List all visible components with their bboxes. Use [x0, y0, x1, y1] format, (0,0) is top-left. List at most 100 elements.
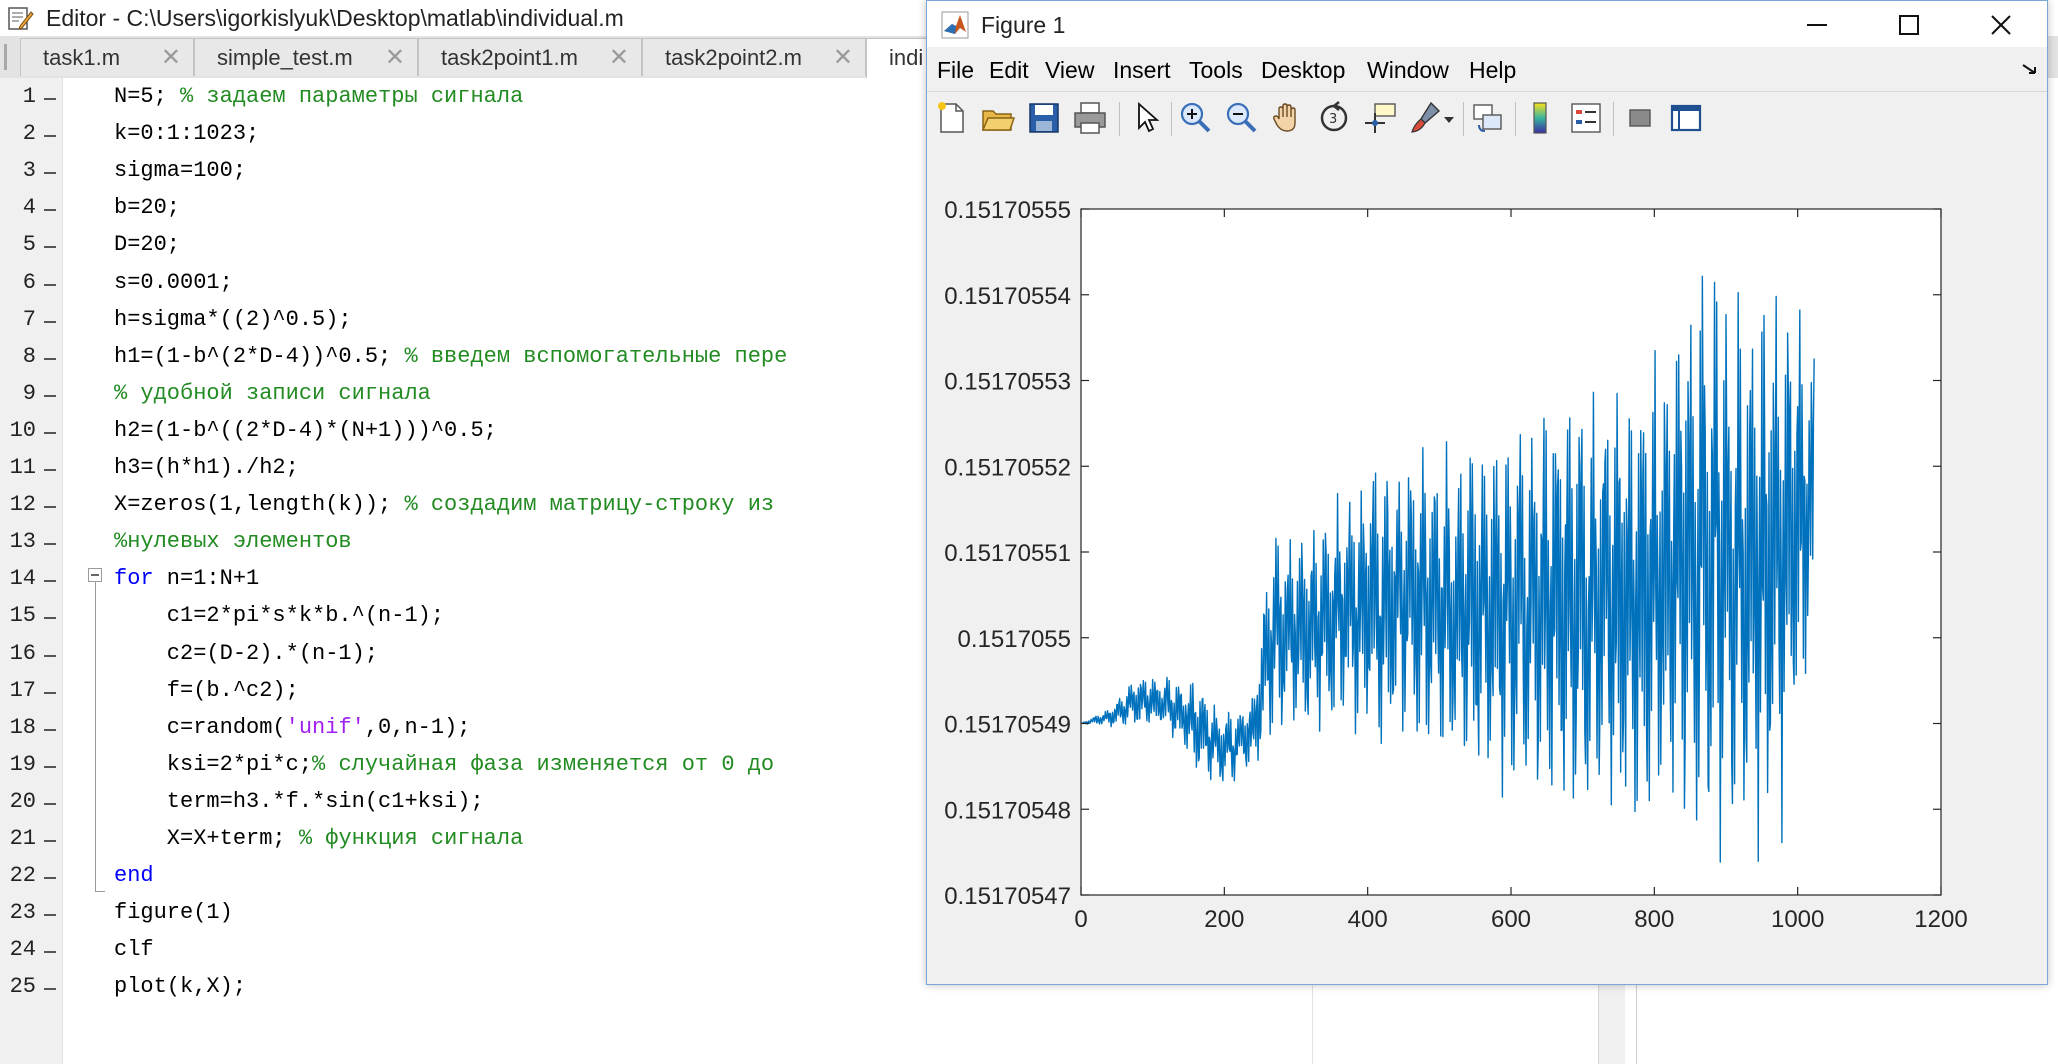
breakpoint-marker[interactable]	[44, 283, 56, 286]
zoom-out-icon[interactable]	[1223, 99, 1261, 137]
code-line[interactable]: b=20;	[114, 193, 180, 223]
breakpoint-marker[interactable]	[44, 728, 56, 731]
editor-title: Editor - C:\Users\igorkislyuk\Desktop\ma…	[46, 5, 624, 31]
code-line[interactable]: h3=(h*h1)./h2;	[114, 453, 299, 483]
code-line[interactable]: D=20;	[114, 230, 180, 260]
breakpoint-marker[interactable]	[44, 988, 56, 991]
code-line[interactable]: c2=(D-2).*(n-1);	[114, 639, 378, 669]
tab-task1[interactable]: task1.m ✕	[20, 38, 194, 76]
tab-label: task1.m	[43, 45, 121, 70]
menu-file[interactable]: File	[937, 57, 975, 83]
series-line[interactable]	[1080, 275, 1815, 863]
close-button[interactable]	[1955, 1, 2047, 47]
code-line[interactable]: s=0.0001;	[114, 268, 233, 298]
hide-plot-tools-icon[interactable]	[1621, 99, 1659, 137]
code-line[interactable]: h2=(1-b^((2*D-4)*(N+1)))^0.5;	[114, 416, 497, 446]
breakpoint-marker[interactable]	[44, 357, 56, 360]
code-line[interactable]: k=0:1:1023;	[114, 119, 259, 149]
maximize-button[interactable]	[1863, 1, 1955, 47]
breakpoint-marker[interactable]	[44, 394, 56, 397]
menu-window[interactable]: Window	[1367, 57, 1449, 83]
line-number: 13	[9, 529, 36, 555]
code-line[interactable]: f=(b.^c2);	[114, 676, 299, 706]
link-plot-icon[interactable]	[1469, 99, 1507, 137]
line-number: 23	[9, 900, 36, 926]
breakpoint-marker[interactable]	[44, 914, 56, 917]
breakpoint-marker[interactable]	[44, 765, 56, 768]
breakpoint-marker[interactable]	[44, 431, 56, 434]
brush-dropdown-icon[interactable]	[1439, 99, 1459, 137]
code-line[interactable]: figure(1)	[114, 898, 233, 928]
code-line[interactable]: h1=(1-b^(2*D-4))^0.5; % введем вспомогат…	[114, 342, 787, 372]
code-line[interactable]: X=X+term; % функция сигнала	[114, 824, 523, 854]
breakpoint-marker[interactable]	[44, 691, 56, 694]
code-line[interactable]: for n=1:N+1	[114, 564, 259, 594]
menu-insert[interactable]: Insert	[1113, 57, 1171, 83]
dock-arrow-icon[interactable]	[2021, 63, 2039, 77]
code-line[interactable]: h=sigma*((2)^0.5);	[114, 305, 352, 335]
close-icon[interactable]: ✕	[384, 44, 405, 71]
show-plot-tools-icon[interactable]	[1667, 99, 1705, 137]
tab-scroll-grip[interactable]	[4, 44, 7, 70]
breakpoint-marker[interactable]	[44, 246, 56, 249]
code-line[interactable]: term=h3.*f.*sin(c1+ksi);	[114, 787, 484, 817]
menu-view[interactable]: View	[1045, 57, 1095, 83]
brush-icon[interactable]	[1407, 99, 1445, 137]
code-line[interactable]: plot(k,X);	[114, 972, 246, 1002]
breakpoint-marker[interactable]	[44, 135, 56, 138]
code-line[interactable]: c1=2*pi*s*k*b.^(n-1);	[114, 601, 444, 631]
x-tick-label: 600	[1491, 906, 1531, 933]
minimize-button[interactable]	[1771, 1, 1863, 47]
line-chart[interactable]: 0 200 400 600 800 1000 1200 0.15170547 0.1517054…	[927, 144, 2047, 984]
breakpoint-marker[interactable]	[44, 840, 56, 842]
close-icon[interactable]: ✕	[832, 44, 853, 71]
legend-icon[interactable]	[1567, 99, 1605, 137]
menu-edit[interactable]: Edit	[989, 57, 1029, 83]
breakpoint-marker[interactable]	[44, 98, 56, 100]
colorbar-icon[interactable]	[1521, 99, 1559, 137]
close-icon[interactable]: ✕	[160, 44, 181, 71]
code-line[interactable]: ksi=2*pi*c;% случайная фаза изменяется о…	[114, 750, 774, 780]
tab-task2point2[interactable]: task2point2.m ✕	[642, 38, 866, 76]
rotate-3d-icon[interactable]: 3	[1315, 99, 1353, 137]
data-cursor-icon[interactable]	[1361, 99, 1399, 137]
breakpoint-marker[interactable]	[44, 654, 56, 657]
pan-hand-icon[interactable]	[1269, 99, 1307, 137]
new-figure-icon[interactable]	[933, 99, 971, 137]
code-line[interactable]: end	[114, 861, 154, 891]
menu-tools[interactable]: Tools	[1189, 57, 1243, 83]
breakpoint-marker[interactable]	[44, 802, 56, 805]
breakpoint-marker[interactable]	[44, 320, 56, 323]
code-line[interactable]: N=5; % задаем параметры сигнала	[114, 82, 523, 112]
plot-area[interactable]: 0 200 400 600 800 1000 1200 0.15170547 0.1517054…	[927, 144, 2047, 984]
breakpoint-marker[interactable]	[44, 469, 56, 471]
save-icon[interactable]	[1025, 99, 1063, 137]
tab-simple-test[interactable]: simple_test.m ✕	[194, 38, 418, 76]
breakpoint-marker[interactable]	[44, 580, 56, 583]
pointer-icon[interactable]	[1127, 99, 1165, 137]
y-tick-label: 0.15170555	[944, 197, 1071, 224]
code-line[interactable]: sigma=100;	[114, 156, 246, 186]
breakpoint-marker[interactable]	[44, 877, 56, 880]
code-text: k=0:1:1023;	[114, 121, 260, 147]
code-line[interactable]: %нулевых элементов	[114, 527, 352, 557]
code-line[interactable]: X=zeros(1,length(k)); % создадим матрицу…	[114, 490, 774, 520]
breakpoint-marker[interactable]	[44, 172, 56, 175]
code-line[interactable]: c=random('unif',0,n-1);	[114, 713, 471, 743]
menu-help[interactable]: Help	[1469, 57, 1517, 83]
breakpoint-marker[interactable]	[44, 951, 56, 954]
menu-desktop[interactable]: Desktop	[1261, 57, 1346, 83]
close-icon[interactable]: ✕	[608, 44, 629, 71]
open-file-icon[interactable]	[979, 99, 1017, 137]
breakpoint-marker[interactable]	[44, 543, 56, 546]
fold-toggle-icon[interactable]	[88, 568, 102, 582]
code-line[interactable]: clf	[114, 935, 154, 965]
code-line[interactable]: % удобной записи сигнала	[114, 379, 431, 409]
print-icon[interactable]	[1071, 99, 1109, 137]
breakpoint-marker[interactable]	[44, 506, 56, 509]
zoom-in-icon[interactable]	[1177, 99, 1215, 137]
tab-task2point1[interactable]: task2point1.m ✕	[418, 38, 642, 76]
breakpoint-marker[interactable]	[44, 617, 56, 620]
breakpoint-marker[interactable]	[44, 209, 56, 212]
code-comment: % удобной записи сигнала	[114, 380, 431, 406]
